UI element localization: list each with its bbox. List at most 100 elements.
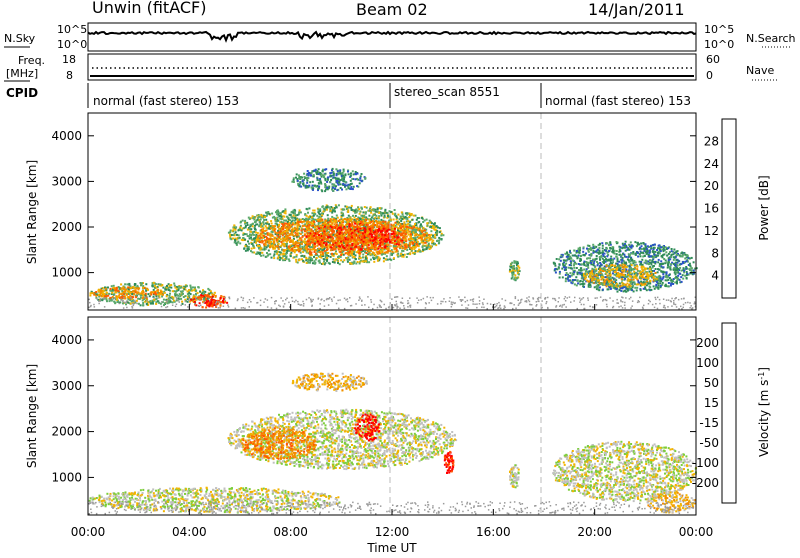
- power-cell: [422, 245, 424, 247]
- power-cell: [190, 299, 192, 301]
- power-cell: [282, 211, 284, 213]
- power-cell: [147, 293, 149, 295]
- power-cell: [385, 221, 387, 223]
- power-cell: [267, 255, 269, 257]
- power-cell: [352, 215, 354, 217]
- power-cell: [119, 297, 121, 299]
- power-cell: [289, 234, 291, 236]
- power-cell: [273, 242, 275, 244]
- power-cell: [314, 243, 316, 245]
- power-cell: [194, 301, 196, 303]
- power-cell: [145, 283, 147, 285]
- power-cell: [429, 235, 431, 237]
- power-cell: [280, 238, 282, 240]
- power-cell: [278, 228, 280, 230]
- power-cell: [393, 219, 395, 221]
- power-cell: [269, 238, 271, 240]
- power-cell: [332, 187, 334, 189]
- power-cell: [113, 285, 115, 287]
- power-cell: [332, 238, 334, 240]
- power-cell: [183, 288, 185, 290]
- power-cell: [95, 291, 97, 293]
- power-cell: [260, 237, 262, 239]
- power-cell: [381, 240, 383, 242]
- power-cell: [380, 221, 382, 223]
- power-cell: [407, 253, 409, 255]
- noise-trace: [88, 32, 696, 40]
- power-cell: [322, 170, 324, 172]
- power-cell: [306, 208, 308, 210]
- power-cell: [411, 228, 413, 230]
- power-cell: [402, 240, 404, 242]
- power-cell: [412, 242, 414, 244]
- power-cell: [360, 242, 362, 244]
- power-cell: [249, 238, 251, 240]
- power-cell: [174, 287, 176, 289]
- power-cell: [319, 256, 321, 258]
- power-cell: [321, 212, 323, 214]
- power-cell: [425, 242, 427, 244]
- power-cell: [263, 235, 265, 237]
- power-cell: [326, 209, 328, 211]
- power-cell: [346, 247, 348, 249]
- power-cell: [334, 223, 336, 225]
- power-cell: [370, 206, 372, 208]
- power-cell: [266, 223, 268, 225]
- power-cell: [335, 244, 337, 246]
- power-cell: [341, 212, 343, 214]
- power-cell: [276, 235, 278, 237]
- power-cell: [292, 210, 294, 212]
- power-cell: [324, 183, 326, 185]
- power-cell: [304, 230, 306, 232]
- power-cell: [186, 285, 188, 287]
- power-cell: [376, 226, 378, 228]
- power-cell: [286, 258, 288, 260]
- power-cell: [383, 260, 385, 262]
- power-cell: [394, 228, 396, 230]
- power-cell: [371, 236, 373, 238]
- power-cell: [115, 292, 117, 294]
- power-cell: [298, 259, 300, 261]
- power-cell: [293, 256, 295, 258]
- power-cell: [368, 242, 370, 244]
- power-cell: [263, 219, 265, 221]
- power-cell: [387, 215, 389, 217]
- power-cell: [349, 223, 351, 225]
- power-cell: [318, 183, 320, 185]
- power-cell: [331, 212, 333, 214]
- power-cell: [353, 251, 355, 253]
- power-cell: [330, 256, 332, 258]
- power-cell: [118, 286, 120, 288]
- power-cell: [296, 223, 298, 225]
- power-cell: [296, 233, 298, 235]
- power-cell: [360, 215, 362, 217]
- power-cell: [190, 288, 192, 290]
- power-cell: [288, 226, 290, 228]
- power-cell: [257, 217, 259, 219]
- power-cell: [275, 223, 277, 225]
- power-cell: [266, 238, 268, 240]
- power-cell: [237, 229, 239, 231]
- power-cell: [311, 242, 313, 244]
- power-cell: [137, 298, 139, 300]
- power-cell: [181, 301, 183, 303]
- power-cell: [388, 239, 390, 241]
- power-cell: [222, 300, 224, 302]
- power-cell: [381, 207, 383, 209]
- power-cell: [136, 287, 138, 289]
- power-cell: [421, 236, 423, 238]
- power-cell: [386, 255, 388, 257]
- power-cell: [324, 263, 326, 265]
- power-cell: [261, 215, 263, 217]
- power-cell: [509, 271, 511, 273]
- power-cell: [265, 219, 267, 221]
- power-cell: [400, 216, 402, 218]
- power-cell: [391, 242, 393, 244]
- power-cell: [350, 175, 352, 177]
- power-cell: [294, 250, 296, 252]
- power-cell: [318, 168, 320, 170]
- power-cell: [434, 243, 436, 245]
- power-cell: [328, 186, 330, 188]
- power-cell: [298, 174, 300, 176]
- power-cell: [370, 212, 372, 214]
